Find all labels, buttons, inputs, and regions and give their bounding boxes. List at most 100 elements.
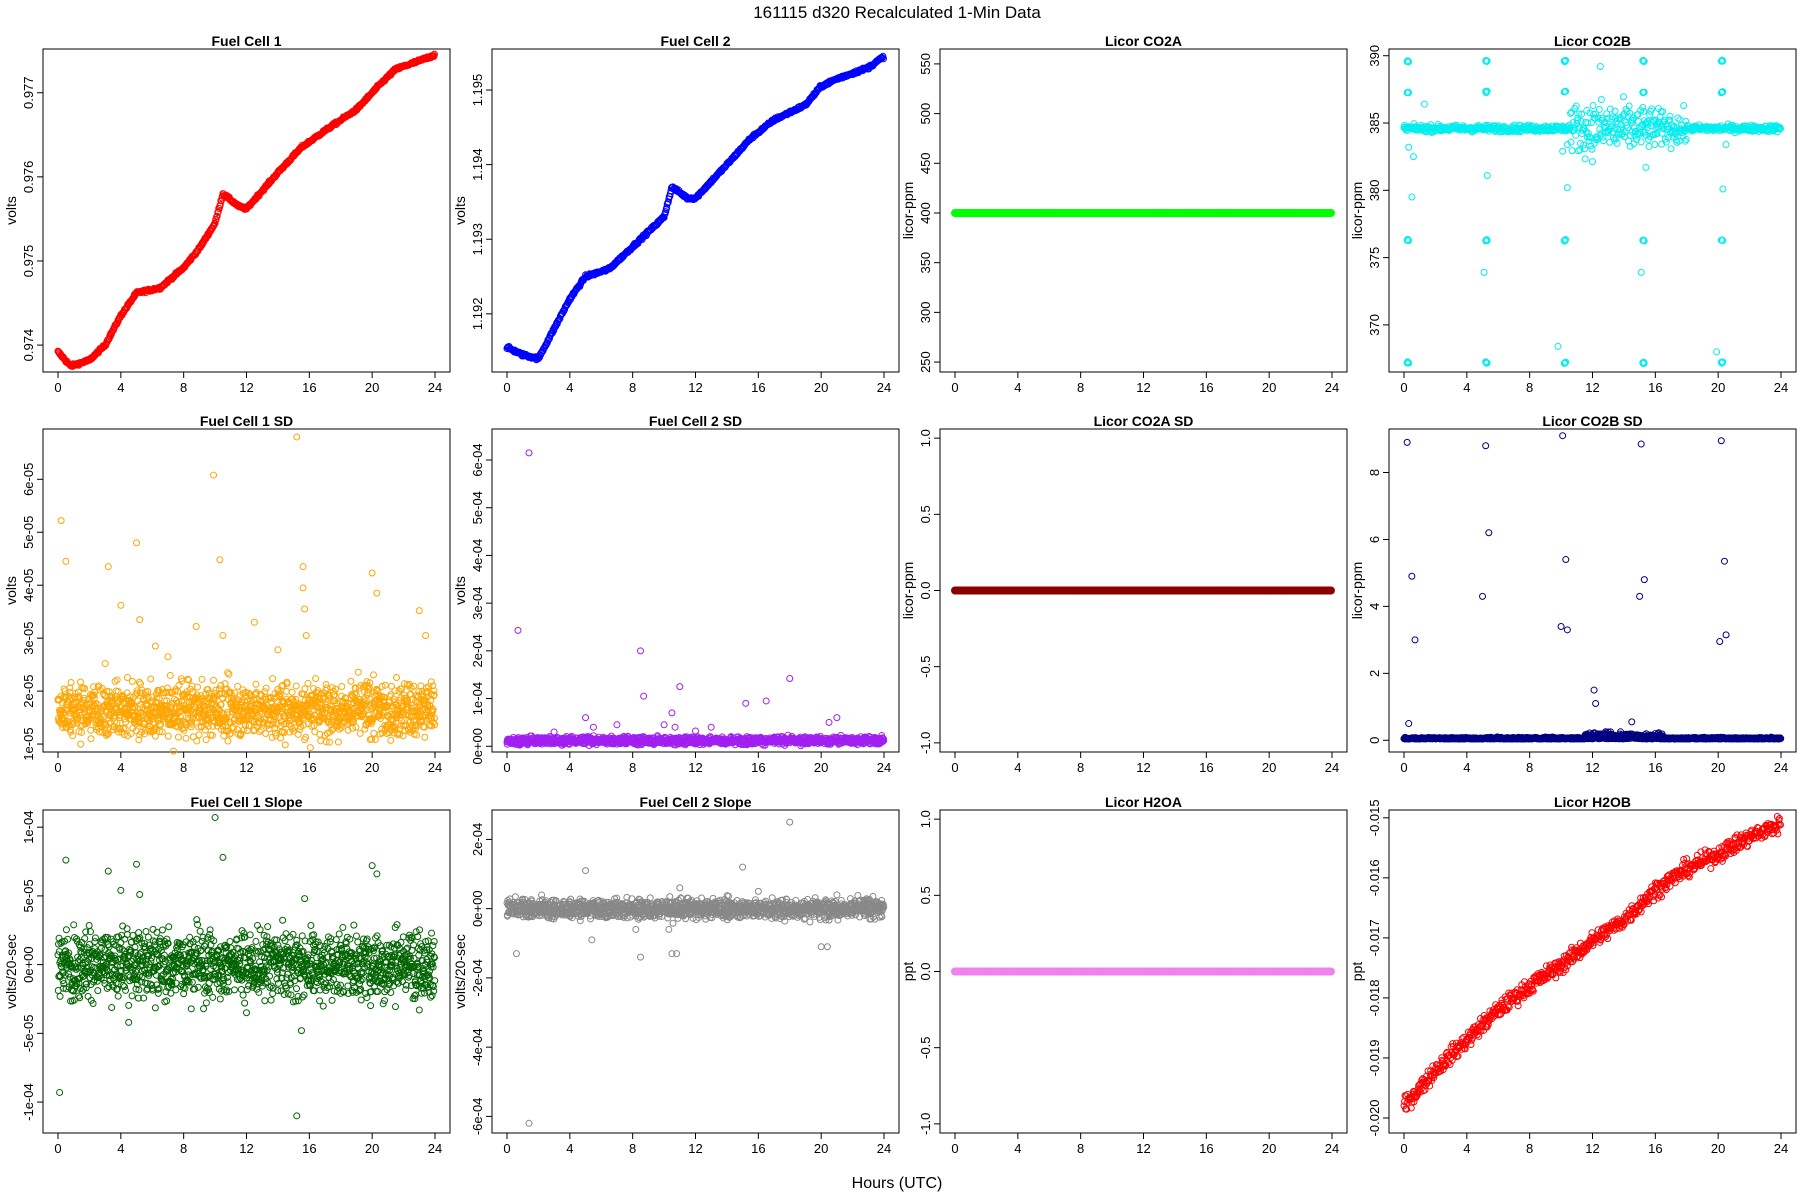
data-point [202,736,210,744]
x-tick-label: 12 [1136,380,1150,395]
data-point [1713,348,1721,356]
series-points [503,449,888,750]
data-point [1326,208,1335,217]
x-tick-label: 16 [751,760,765,775]
y-tick-label: 0.975 [21,245,36,278]
y-tick-label: 370 [1367,314,1382,336]
data-point [1666,112,1674,120]
x-tick-label: 4 [1014,380,1021,395]
data-point [1589,158,1596,166]
y-tick-label: 380 [1367,179,1382,201]
panels: Fuel Cell 10 4 8 12 16 20 240.9740.9750.9760.9… [3,33,1797,1156]
data-point [1599,137,1607,145]
data-point [211,219,219,227]
figure-title: 161115 d320 Recalculated 1-Min Data [753,3,1041,22]
x-tick-label: 24 [877,760,891,775]
x-tick-label: 4 [117,380,124,395]
y-tick-label: 1.194 [470,148,485,181]
data-point [293,433,301,441]
x-tick-label: 8 [629,760,636,775]
y-tick-label: 550 [918,53,933,75]
plot-frame [1388,48,1797,373]
data-point [117,601,125,609]
data-point [269,675,277,683]
y-tick-label: 3e-04 [470,587,485,620]
data-point [1408,193,1416,201]
data-point [151,642,159,650]
y-tick-label: 450 [918,152,933,174]
data-point [219,632,227,640]
data-point [174,733,182,741]
data-point [1597,95,1605,103]
panel-title: Fuel Cell 2 [660,33,730,49]
data-point [292,682,300,690]
data-point [1581,155,1589,163]
x-tick-label: 12 [239,760,253,775]
data-point [1648,105,1656,113]
data-point [67,679,75,687]
series-points [951,208,1335,217]
data-point [87,726,95,734]
y-tick-label: 2e-05 [21,674,36,707]
data-point [1568,147,1576,155]
x-tick-label: 16 [302,760,316,775]
data-point [301,605,309,613]
x-tick-label: 16 [1648,380,1662,395]
data-point [1637,268,1645,276]
data-point [195,731,203,739]
x-tick-label: 4 [1463,380,1470,395]
data-point [422,632,430,640]
panel-5: Fuel Cell 1 SD0 4 8 12 16 20 241e-052e-053e-05… [3,413,451,775]
y-tick-label: 0.977 [21,76,36,109]
y-axis-label: licor-ppm [1349,182,1365,240]
series-points [1400,56,1784,368]
x-tick-label: 12 [688,760,702,775]
data-point [104,563,112,571]
data-point [193,737,201,745]
data-point [1595,105,1603,113]
data-point [387,736,395,744]
data-point [262,684,270,692]
y-tick-label: 0.976 [21,161,36,194]
data-point [136,616,144,624]
panel-title: Fuel Cell 2 SD [649,413,742,429]
y-tick-label: 385 [1367,112,1382,134]
data-point [182,734,190,742]
data-point [312,675,320,683]
y-axis-label: volts [452,576,468,605]
data-point [302,632,310,640]
plot-frame [491,428,900,753]
data-point [189,733,197,741]
data-point [1589,102,1597,110]
x-tick-label: 24 [877,380,891,395]
y-tick-label: 1e-05 [21,727,36,760]
data-point [1642,163,1650,171]
y-tick-label: 5e-04 [470,491,485,524]
data-point [136,680,144,688]
data-point [210,676,218,684]
data-point [216,201,224,209]
x-tick-label: 24 [428,380,442,395]
x-tick-label: 20 [814,380,828,395]
data-point [369,671,377,679]
series-points [503,52,887,364]
data-point [1420,100,1428,108]
x-tick-label: 20 [1262,380,1276,395]
data-point [62,557,70,565]
y-tick-label: 0.974 [21,329,36,362]
y-axis-label: volts [3,576,19,605]
y-axis-label: volts [3,196,19,225]
data-point [1480,268,1488,276]
x-tick-label: 8 [1526,380,1533,395]
x-tick-label: 16 [302,380,316,395]
data-point [274,646,282,654]
data-point [1722,141,1730,149]
data-point [1483,172,1491,180]
data-point [1719,185,1727,193]
data-point [1596,62,1604,70]
x-tick-label: 20 [814,760,828,775]
data-point [368,569,376,577]
